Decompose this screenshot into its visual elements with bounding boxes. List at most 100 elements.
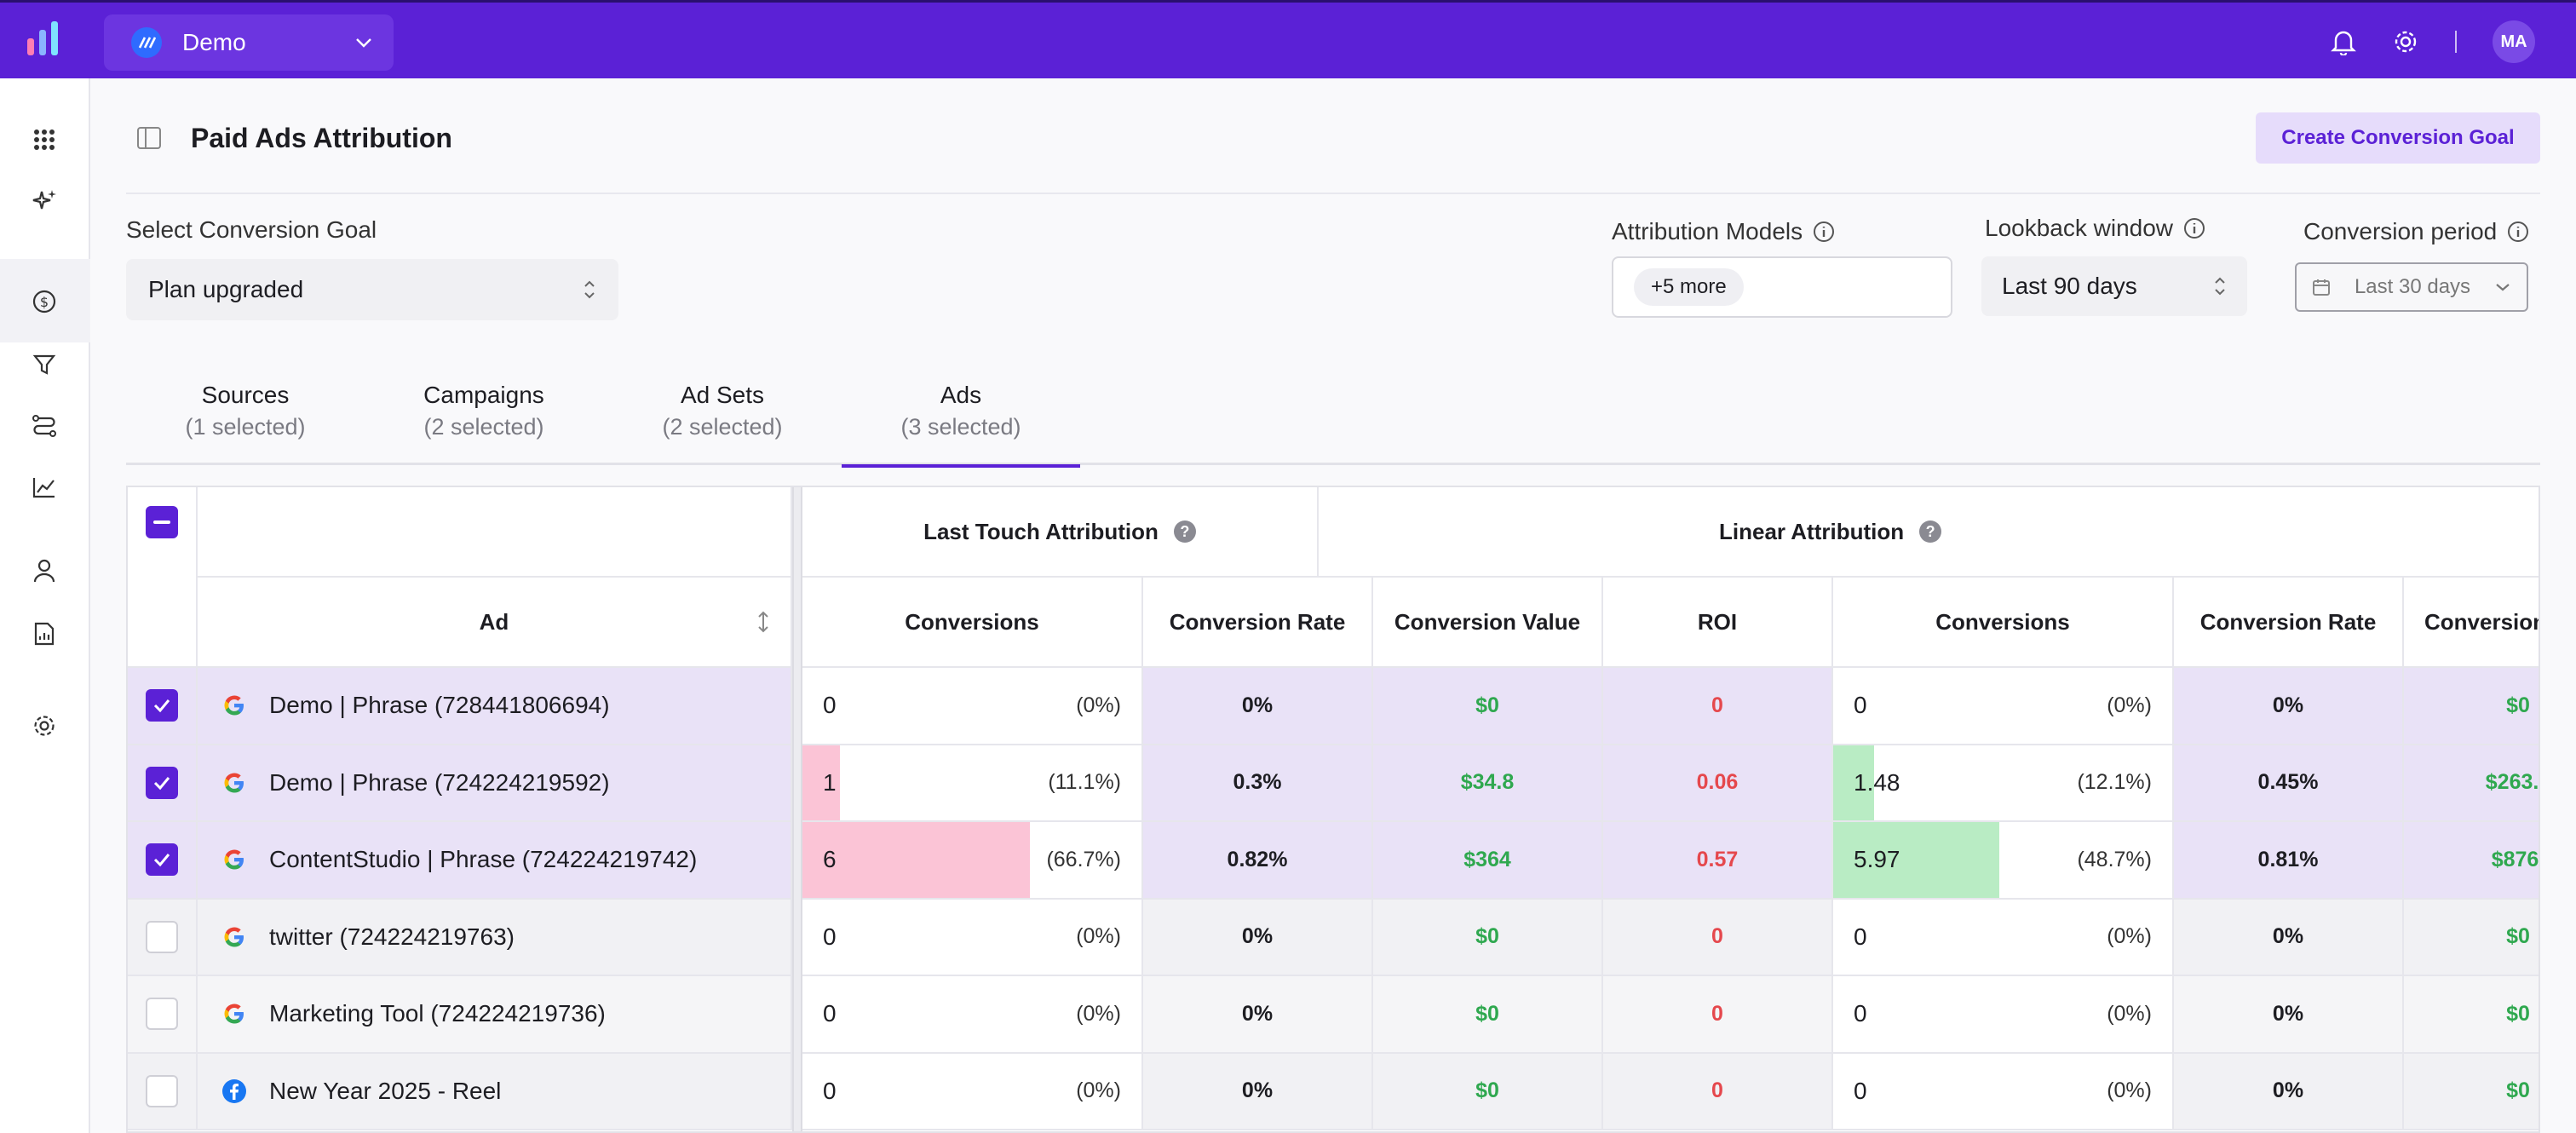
ad-name: Demo | Phrase (724224219592) [269, 768, 610, 796]
info-icon[interactable] [2507, 221, 2529, 243]
ad-name: New Year 2025 - Reel [269, 1077, 502, 1104]
conversions-value: 0 [1854, 1000, 1867, 1027]
conversions-value: 5.97 [1854, 846, 1900, 873]
lt-rate-cell: 0% [1143, 976, 1373, 1054]
left-nav-rail: $ [0, 78, 90, 1133]
sort-arrows-icon [584, 280, 595, 299]
google-icon [224, 849, 244, 870]
tab-ads[interactable]: Ads (3 selected) [842, 377, 1080, 468]
ad-name-cell[interactable]: New Year 2025 - Reel [198, 1053, 792, 1130]
conversions-value: 0 [823, 923, 837, 950]
lookback-window-select[interactable]: Last 90 days [1981, 256, 2247, 316]
lt-roi-cell: 0 [1603, 1053, 1833, 1130]
conversion-period-picker[interactable]: Last 30 days [2295, 262, 2528, 312]
col-lin-conversions[interactable]: Conversions [1833, 578, 2174, 668]
help-icon[interactable]: ? [1919, 520, 1942, 543]
create-conversion-goal-button[interactable]: Create Conversion Goal [2256, 112, 2540, 164]
header-divider [126, 193, 2540, 194]
conversion-share-bar [802, 822, 1030, 898]
tab-label: Ads [940, 382, 982, 408]
conversions-share: (0%) [2107, 924, 2152, 949]
help-icon[interactable]: ? [1173, 520, 1196, 543]
conversion-goal-select[interactable]: Plan upgraded [126, 259, 618, 320]
lin-rate-cell: 0.81% [2174, 822, 2404, 900]
lin-conversions-cell: 0 (0%) [1833, 899, 2174, 976]
sort-icon[interactable] [756, 610, 770, 634]
lin-rate-cell: 0% [2174, 1053, 2404, 1130]
conversions-share: (0%) [2107, 1078, 2152, 1103]
conversion-share-bar [802, 745, 840, 820]
col-lin-conversion-rate[interactable]: Conversion Rate [2174, 578, 2404, 668]
period-label: Conversion period [2303, 218, 2529, 245]
frozen-column-divider[interactable] [792, 487, 802, 1131]
row-checkbox[interactable] [146, 998, 178, 1031]
tab-ad-sets[interactable]: Ad Sets (2 selected) [603, 377, 842, 465]
lin-rate-cell: 0% [2174, 899, 2404, 976]
lin-rate-cell: 0% [2174, 668, 2404, 745]
col-lt-conversion-rate[interactable]: Conversion Rate [1143, 578, 1373, 668]
col-lt-conversion-value[interactable]: Conversion Value [1373, 578, 1603, 668]
models-more-chip[interactable]: +5 more [1634, 268, 1744, 306]
settings-gear-icon[interactable] [27, 709, 61, 743]
lookback-label: Lookback window [1985, 215, 2205, 242]
lin-value-cell: $0 [2404, 1053, 2539, 1130]
funnel-icon[interactable] [27, 348, 61, 382]
google-icon [224, 695, 244, 716]
user-icon[interactable] [27, 554, 61, 588]
facebook-icon [222, 1078, 246, 1103]
workspace-switcher[interactable]: Demo [104, 14, 394, 71]
tab-label: Ad Sets [680, 382, 765, 408]
row-checkbox[interactable] [146, 1074, 178, 1107]
lin-conversions-cell: 0 (0%) [1833, 668, 2174, 745]
row-checkbox[interactable] [146, 766, 178, 799]
row-checkbox[interactable] [146, 689, 178, 722]
ad-name-cell[interactable]: Demo | Phrase (728441806694) [198, 668, 792, 745]
lt-roi-cell: 0 [1603, 976, 1833, 1054]
tab-sub: (1 selected) [185, 414, 306, 440]
info-icon[interactable] [1813, 221, 1835, 243]
ad-name-cell[interactable]: ContentStudio | Phrase (724224219742) [198, 822, 792, 900]
tab-sub: (3 selected) [900, 414, 1021, 440]
row-checkbox-cell [128, 668, 198, 745]
ad-column-header[interactable]: Ad [198, 578, 792, 668]
row-checkbox-cell [128, 745, 198, 822]
apps-grid-icon[interactable] [27, 123, 61, 157]
ad-name-cell[interactable]: Marketing Tool (724224219736) [198, 976, 792, 1054]
col-lt-roi[interactable]: ROI [1603, 578, 1833, 668]
select-all-checkbox[interactable] [146, 506, 178, 538]
lt-conversions-cell: 1 (11.1%) [802, 745, 1143, 822]
tab-campaigns[interactable]: Campaigns (2 selected) [365, 377, 603, 465]
conversions-share: (0%) [2107, 693, 2152, 717]
lin-value-cell: $0 [2404, 976, 2539, 1054]
group-title: Linear Attribution [1719, 518, 1905, 544]
app-logo-icon[interactable] [26, 20, 65, 57]
bell-icon[interactable] [2331, 28, 2356, 55]
col-lin-conversion-value[interactable]: Conversion Value [2404, 578, 2539, 668]
dollar-circle-icon[interactable]: $ [27, 285, 61, 319]
lt-value-cell: $0 [1373, 976, 1603, 1054]
route-icon[interactable] [27, 409, 61, 443]
row-checkbox[interactable] [146, 843, 178, 877]
ad-name-cell[interactable]: twitter (724224219763) [198, 899, 792, 976]
attribution-models-select[interactable]: +5 more [1612, 256, 1952, 318]
conversions-value: 1.48 [1854, 768, 1900, 796]
ad-name-cell[interactable]: Demo | Phrase (724224219592) [198, 745, 792, 822]
tab-sub: (2 selected) [423, 414, 544, 440]
lt-conversions-cell: 0 (0%) [802, 668, 1143, 745]
info-icon[interactable] [2183, 217, 2205, 239]
row-checkbox[interactable] [146, 920, 178, 953]
conversions-share: (0%) [2107, 1001, 2152, 1026]
report-icon[interactable] [27, 617, 61, 651]
workspace-icon [131, 27, 162, 58]
gear-icon[interactable] [2392, 28, 2419, 55]
sparkles-icon[interactable] [27, 184, 61, 218]
lt-roi-cell: 0 [1603, 899, 1833, 976]
row-checkbox-cell [128, 822, 198, 900]
conversions-share: (0%) [1076, 924, 1121, 949]
col-lt-conversions[interactable]: Conversions [802, 578, 1143, 668]
user-avatar[interactable]: MA [2493, 20, 2535, 63]
page-title: Paid Ads Attribution [191, 123, 452, 153]
line-chart-icon[interactable] [27, 470, 61, 504]
sidebar-toggle-icon[interactable] [136, 126, 162, 150]
tab-sources[interactable]: Sources (1 selected) [126, 377, 365, 465]
